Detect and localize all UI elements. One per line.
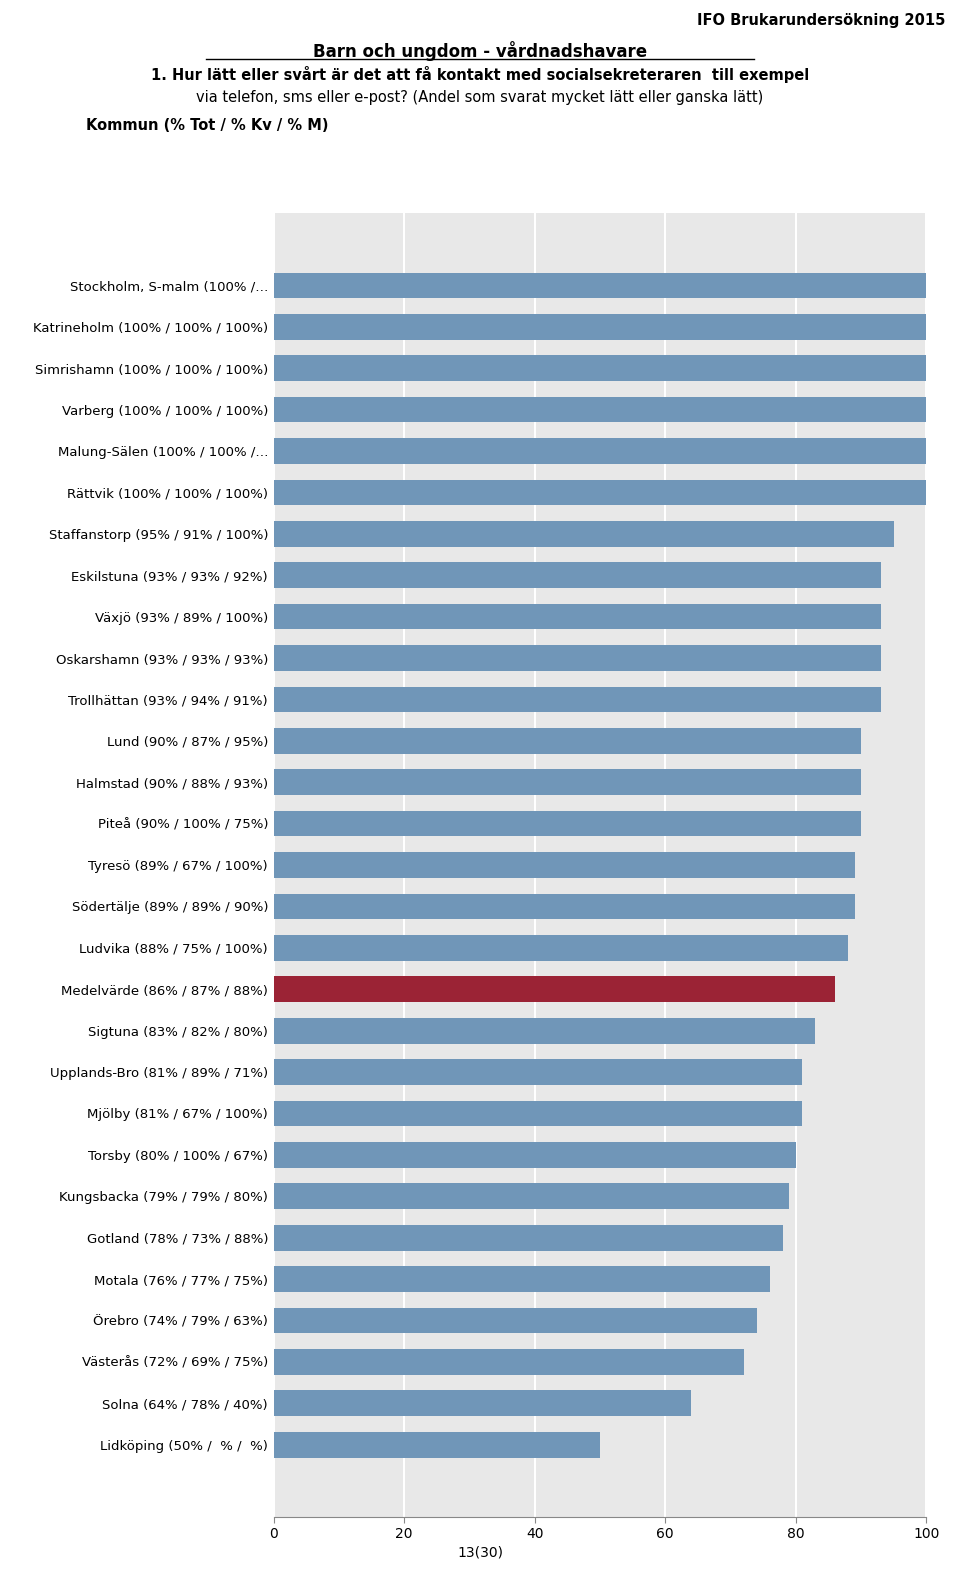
Bar xyxy=(274,894,854,920)
Bar xyxy=(274,397,926,422)
Text: Barn och ungdom - vårdnadshavare: Barn och ungdom - vårdnadshavare xyxy=(313,41,647,62)
Bar xyxy=(274,1018,815,1043)
Text: via telefon, sms eller e-post? (Andel som svarat mycket lätt eller ganska lätt): via telefon, sms eller e-post? (Andel so… xyxy=(197,90,763,104)
Bar xyxy=(274,1308,756,1334)
Bar xyxy=(274,1349,744,1375)
Bar xyxy=(274,811,861,836)
Bar xyxy=(274,1101,803,1127)
Bar xyxy=(274,976,835,1002)
Bar xyxy=(274,562,880,588)
Bar xyxy=(274,1390,691,1416)
Bar xyxy=(274,314,926,340)
Bar xyxy=(274,1224,782,1250)
Bar xyxy=(274,480,926,506)
Bar xyxy=(274,1431,600,1457)
Bar xyxy=(274,1183,789,1209)
Bar xyxy=(274,272,926,299)
Bar xyxy=(274,769,861,795)
Bar xyxy=(274,728,861,754)
Text: IFO Brukarundersökning 2015: IFO Brukarundersökning 2015 xyxy=(697,13,946,28)
Text: 1. Hur lätt eller svårt är det att få kontakt med socialsekreteraren  till exemp: 1. Hur lätt eller svårt är det att få ko… xyxy=(151,65,809,82)
Bar xyxy=(274,935,848,961)
Bar xyxy=(274,356,926,381)
Bar xyxy=(274,852,854,878)
Bar xyxy=(274,604,880,629)
Bar xyxy=(274,687,880,713)
Text: Kommun (% Tot / % Kv / % M): Kommun (% Tot / % Kv / % M) xyxy=(86,118,329,133)
Bar xyxy=(274,1059,803,1085)
Bar xyxy=(274,438,926,465)
Bar xyxy=(274,645,880,672)
Bar xyxy=(274,1266,770,1292)
Bar xyxy=(274,521,894,547)
Bar xyxy=(274,1142,796,1168)
Text: 13(30): 13(30) xyxy=(457,1545,503,1559)
